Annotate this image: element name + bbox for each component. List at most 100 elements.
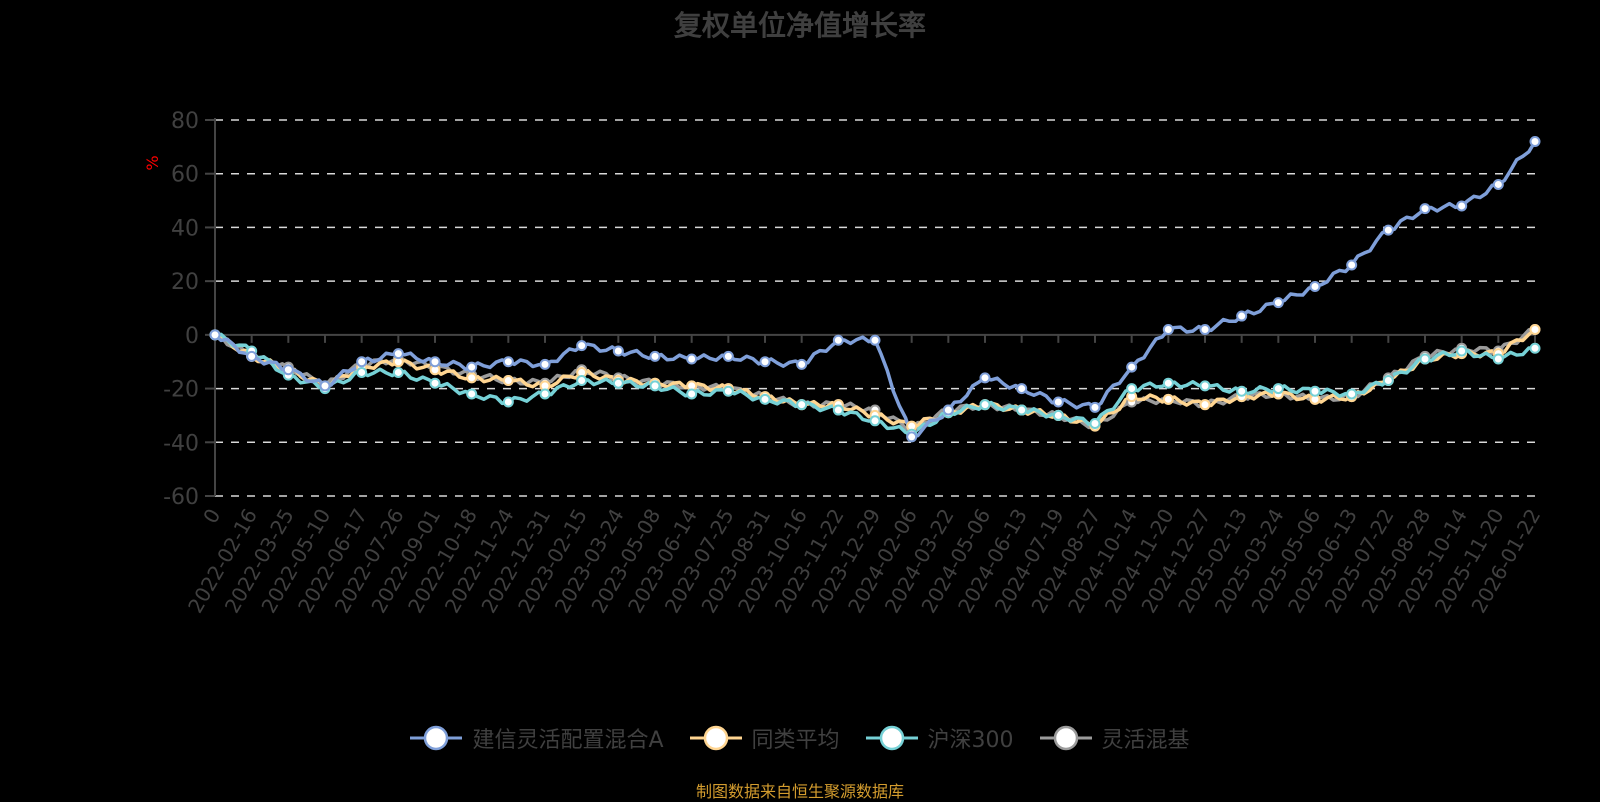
data-point[interactable] — [319, 380, 331, 392]
legend-label: 建信灵活配置混合A — [472, 728, 664, 753]
legend-label: 灵活混基 — [1101, 728, 1190, 753]
y-tick-label: 40 — [171, 216, 199, 241]
data-point[interactable] — [1456, 200, 1468, 212]
data-point[interactable] — [612, 377, 624, 389]
data-point[interactable] — [1236, 310, 1248, 322]
data-point[interactable] — [942, 404, 954, 416]
legend-label: 沪深300 — [927, 728, 1014, 753]
data-point[interactable] — [1382, 224, 1394, 236]
data-point[interactable] — [1199, 323, 1211, 335]
data-point[interactable] — [429, 377, 441, 389]
data-point[interactable] — [1419, 203, 1431, 215]
y-tick-label: 60 — [171, 163, 199, 188]
series-lines — [209, 135, 1541, 443]
data-point[interactable] — [1272, 383, 1284, 395]
data-point[interactable] — [1309, 385, 1321, 397]
data-point[interactable] — [686, 388, 698, 400]
data-point[interactable] — [649, 380, 661, 392]
data-point[interactable] — [1346, 388, 1358, 400]
data-point[interactable] — [649, 350, 661, 362]
data-point[interactable] — [356, 356, 368, 368]
data-point[interactable] — [1162, 377, 1174, 389]
data-source-note: 制图数据来自恒生聚源数据库 — [695, 782, 904, 801]
y-tick-label: -40 — [163, 431, 199, 456]
data-point[interactable] — [392, 348, 404, 360]
data-point[interactable] — [282, 364, 294, 376]
data-point[interactable] — [1272, 297, 1284, 309]
data-point[interactable] — [832, 334, 844, 346]
data-point[interactable] — [576, 340, 588, 352]
data-point[interactable] — [466, 372, 478, 384]
data-point[interactable] — [1529, 135, 1541, 147]
data-point[interactable] — [539, 388, 551, 400]
data-point[interactable] — [1016, 383, 1028, 395]
data-point[interactable] — [502, 375, 514, 387]
legend-marker-icon — [1039, 725, 1092, 751]
data-point[interactable] — [979, 372, 991, 384]
data-point[interactable] — [1089, 417, 1101, 429]
data-point[interactable] — [1236, 385, 1248, 397]
grid-lines — [215, 119, 1535, 497]
data-point[interactable] — [1016, 404, 1028, 416]
data-point[interactable] — [392, 366, 404, 378]
data-point[interactable] — [1346, 259, 1358, 271]
data-point[interactable] — [1529, 323, 1541, 335]
data-point[interactable] — [539, 358, 551, 370]
legend-item[interactable]: 建信灵活配置混合A — [410, 722, 664, 754]
data-point[interactable] — [466, 388, 478, 400]
legend-marker-icon — [865, 725, 918, 751]
data-point[interactable] — [1529, 342, 1541, 354]
data-point[interactable] — [246, 350, 258, 362]
legend-item[interactable]: 沪深300 — [865, 722, 1014, 754]
data-point[interactable] — [796, 358, 808, 370]
data-point[interactable] — [466, 361, 478, 373]
y-axis: 80 60 40 20 0 -20 -40 -60 — [163, 109, 216, 510]
data-point[interactable] — [502, 356, 514, 368]
y-tick-label: 0 — [185, 324, 199, 349]
data-point[interactable] — [1162, 323, 1174, 335]
data-point[interactable] — [1492, 353, 1504, 365]
x-tick-label: 0 — [198, 505, 225, 528]
legend-label: 同类平均 — [751, 728, 840, 753]
legend-item[interactable]: 灵活混基 — [1039, 722, 1190, 754]
data-point[interactable] — [832, 404, 844, 416]
data-point[interactable] — [429, 356, 441, 368]
data-point[interactable] — [1052, 409, 1064, 421]
data-point[interactable] — [576, 375, 588, 387]
data-point[interactable] — [1382, 375, 1394, 387]
data-point[interactable] — [1492, 178, 1504, 190]
data-point[interactable] — [722, 385, 734, 397]
legend-marker-icon — [689, 725, 742, 751]
data-point[interactable] — [1052, 396, 1064, 408]
data-point[interactable] — [1419, 353, 1431, 365]
data-point[interactable] — [906, 431, 918, 443]
data-point[interactable] — [722, 350, 734, 362]
legend: 建信灵活配置混合A 同类平均 沪深300 灵活混基 — [0, 722, 1600, 754]
data-point[interactable] — [209, 329, 221, 341]
data-point[interactable] — [1162, 393, 1174, 405]
x-axis: 02022-02-162022-03-252022-05-102022-06-1… — [183, 333, 1545, 617]
data-point[interactable] — [759, 356, 771, 368]
data-point[interactable] — [356, 366, 368, 378]
data-point[interactable] — [1456, 345, 1468, 357]
data-point[interactable] — [1089, 401, 1101, 413]
data-point[interactable] — [1126, 383, 1138, 395]
data-point[interactable] — [796, 399, 808, 411]
data-point[interactable] — [686, 353, 698, 365]
chart-title: 复权单位净值增长率 — [673, 9, 926, 42]
data-point[interactable] — [979, 399, 991, 411]
data-point[interactable] — [869, 415, 881, 427]
legend-item[interactable]: 同类平均 — [689, 722, 840, 754]
y-tick-label: 20 — [171, 270, 199, 295]
data-point[interactable] — [1199, 399, 1211, 411]
data-point[interactable] — [502, 396, 514, 408]
data-point[interactable] — [869, 334, 881, 346]
data-point[interactable] — [1126, 361, 1138, 373]
data-point[interactable] — [612, 345, 624, 357]
data-point[interactable] — [1199, 380, 1211, 392]
data-point[interactable] — [1309, 281, 1321, 293]
data-point[interactable] — [759, 393, 771, 405]
y-tick-label: -60 — [163, 485, 199, 510]
y-axis-unit: % — [143, 155, 162, 170]
